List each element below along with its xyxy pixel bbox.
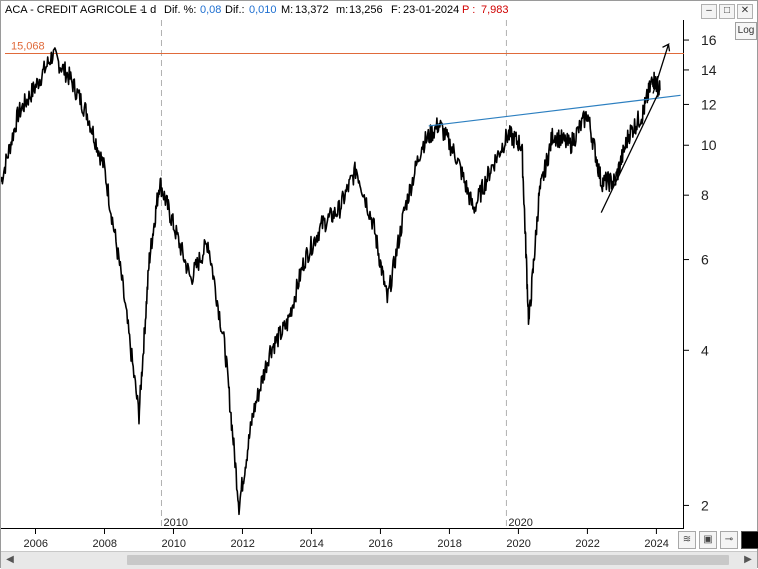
min-value: 13,256 xyxy=(349,4,383,16)
x-tick-label: 2010 xyxy=(161,538,185,550)
horizontal-level-label: 15,068 xyxy=(11,40,45,52)
diff-label: Dif.: xyxy=(225,4,245,16)
chart-grid: 2010 2020 xyxy=(160,20,533,529)
arrow-icon xyxy=(652,43,671,94)
horizontal-scrollbar[interactable]: ◀ ▶ xyxy=(1,551,757,569)
plot-area xyxy=(1,20,684,529)
close-icon[interactable]: ✕ xyxy=(737,4,753,19)
x-tick-label: 2014 xyxy=(299,538,323,550)
save-icon[interactable]: ▣ xyxy=(699,531,717,549)
scroll-right-icon[interactable]: ▶ xyxy=(744,554,752,565)
blue-trendline xyxy=(428,94,681,127)
bottom-toolbar: ≋ ▣ ⊸ xyxy=(678,531,758,549)
x-tick-label: 2008 xyxy=(92,538,116,550)
scrollbar-thumb[interactable] xyxy=(127,555,729,565)
price-series-line xyxy=(1,47,661,516)
decade-label: 2010 xyxy=(163,517,187,529)
x-tick-label: 2024 xyxy=(644,538,668,550)
y-tick-label: 8 xyxy=(701,187,709,203)
x-axis: 2006 2008 2010 2012 2014 2016 2018 2020 2022 2024 xyxy=(23,529,669,550)
p-label: P : xyxy=(462,4,476,16)
x-tick-label: 2020 xyxy=(506,538,530,550)
x-tick-label: 2012 xyxy=(230,538,254,550)
y-tick-label: 14 xyxy=(701,62,717,78)
y-tick-label: 12 xyxy=(701,96,717,112)
diff-pct-value: 0,08 xyxy=(200,4,222,16)
y-tick-label: 2 xyxy=(701,497,709,513)
y-tick-label: 16 xyxy=(701,32,717,48)
x-tick-label: 2006 xyxy=(23,538,47,550)
x-tick-label: 2022 xyxy=(575,538,599,550)
p-value: 7,983 xyxy=(481,4,509,16)
y-tick-label: 6 xyxy=(701,252,709,268)
date-value: 23-01-2024 xyxy=(403,4,460,16)
black-trendline xyxy=(600,89,661,213)
window-controls: – □ ✕ xyxy=(701,4,753,19)
x-tick-label: 2018 xyxy=(437,538,461,550)
y-tick-label: 10 xyxy=(701,137,717,153)
max-value: 13,372 xyxy=(295,4,329,16)
symbol-label: ACA - CREDIT AGRICOLE - xyxy=(5,4,144,16)
max-label: M: xyxy=(281,4,294,16)
pin-icon[interactable]: ⊸ xyxy=(720,531,738,549)
scroll-left-icon[interactable]: ◀ xyxy=(6,554,14,565)
x-tick-label: 2016 xyxy=(368,538,392,550)
color-swatch-icon[interactable] xyxy=(741,531,758,549)
minimize-icon[interactable]: – xyxy=(701,4,717,19)
header-bar: ACA - CREDIT AGRICOLE - 1 d Dif. %: 0,08… xyxy=(1,1,681,21)
diff-value: 0,010 xyxy=(249,4,277,16)
period-label: 1 d xyxy=(141,4,157,16)
min-label: m: xyxy=(336,4,349,16)
decade-label: 2020 xyxy=(508,517,532,529)
maximize-icon[interactable]: □ xyxy=(719,4,735,19)
y-tick-label: 4 xyxy=(701,342,709,358)
diff-pct-label: Dif. %: xyxy=(164,4,197,16)
date-label: F: xyxy=(391,4,401,16)
y-axis: 2 4 6 8 10 12 14 16 xyxy=(684,32,717,513)
log-scale-button[interactable]: Log xyxy=(735,22,757,40)
double-chevron-icon[interactable]: ≋ xyxy=(678,531,696,549)
